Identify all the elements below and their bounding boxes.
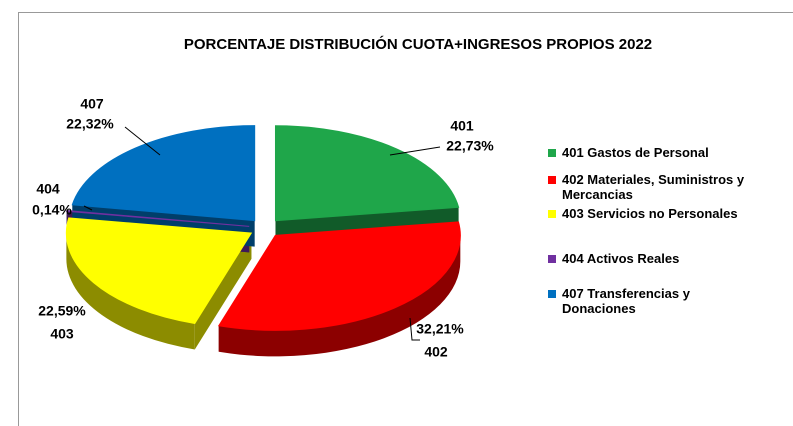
data-label-code: 407 xyxy=(80,96,104,112)
legend-label: 401 Gastos de Personal xyxy=(562,145,709,160)
slice-wall xyxy=(218,235,461,357)
leader-line xyxy=(389,146,441,156)
legend-swatch xyxy=(548,290,556,298)
leader-line xyxy=(83,205,93,211)
data-label-value: 32,21% xyxy=(416,321,464,337)
data-label-code: 404 xyxy=(36,181,60,197)
legend-label: 404 Activos Reales xyxy=(562,251,680,266)
chart-title: PORCENTAJE DISTRIBUCIÓN CUOTA+INGRESOS P… xyxy=(184,35,652,53)
slice xyxy=(217,221,461,331)
pie xyxy=(65,125,461,357)
data-label-code: 401 xyxy=(450,118,474,134)
legend-swatch xyxy=(548,255,556,263)
data-label-value: 22,32% xyxy=(66,116,114,132)
data-label-value: 22,73% xyxy=(446,138,494,154)
legend-label: 402 Materiales, Suministros y Mercancias xyxy=(562,172,745,202)
data-label-value: 0,14% xyxy=(32,202,72,218)
data-label-value: 22,59% xyxy=(38,303,86,319)
legend-swatch xyxy=(548,210,556,218)
slice xyxy=(274,125,460,222)
legend-swatch xyxy=(548,176,556,184)
legend-label: 407 Transferencias y Donaciones xyxy=(562,286,690,316)
slice-wall xyxy=(66,233,195,350)
legend-swatch xyxy=(548,149,556,157)
data-label-code: 403 xyxy=(50,326,74,342)
slice xyxy=(65,217,253,325)
leader-line xyxy=(409,317,420,341)
legend-label: 403 Servicios no Personales xyxy=(562,206,738,221)
data-labels: 401 22,73% 402 32,21% 403 22,59% 404 0,14% 407 22… xyxy=(32,96,494,360)
slice-side xyxy=(194,233,252,350)
slice xyxy=(71,125,256,222)
leader-line xyxy=(124,126,161,156)
data-label-code: 402 xyxy=(424,344,448,360)
slice xyxy=(65,209,250,227)
